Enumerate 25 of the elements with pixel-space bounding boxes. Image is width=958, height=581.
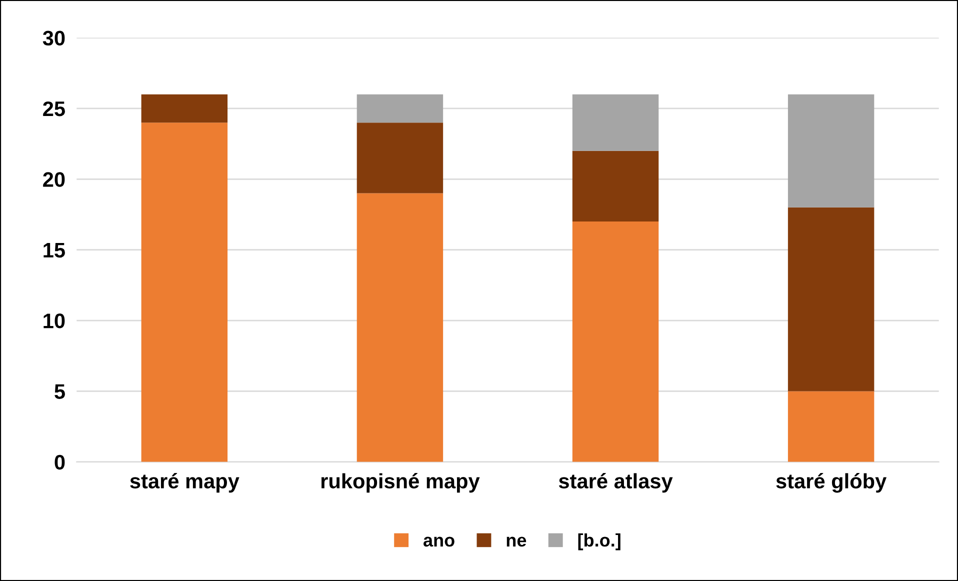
y-tick-label: 30: [42, 30, 65, 46]
x-tick-label: staré mapy: [130, 473, 240, 493]
bar: [572, 150, 659, 222]
y-tick-label: 15: [44, 243, 65, 258]
x-tick-label: staré atlasy: [558, 473, 673, 493]
bar: [572, 94, 659, 151]
y-tick-label: 20: [43, 172, 65, 187]
legend-label: ano: [424, 536, 454, 547]
bar: [788, 391, 874, 462]
bar: [141, 94, 228, 123]
y-tick-label: 10: [44, 314, 65, 328]
bar: [356, 94, 444, 123]
legend-label: [b.o.]: [578, 533, 620, 550]
bar: [788, 207, 874, 392]
bar: [356, 122, 444, 194]
y-tick-label: 25: [43, 101, 65, 116]
y-tick-label: 0: [54, 454, 65, 470]
bar: [572, 222, 659, 462]
x-tick-label: staré glóby: [776, 473, 887, 493]
bar: [788, 94, 874, 208]
y-tick-label: 5: [54, 384, 65, 399]
x-tick-label: rukopisné mapy: [321, 473, 480, 493]
bar: [141, 122, 228, 462]
bar: [356, 193, 444, 462]
legend-label: ne: [506, 536, 526, 547]
